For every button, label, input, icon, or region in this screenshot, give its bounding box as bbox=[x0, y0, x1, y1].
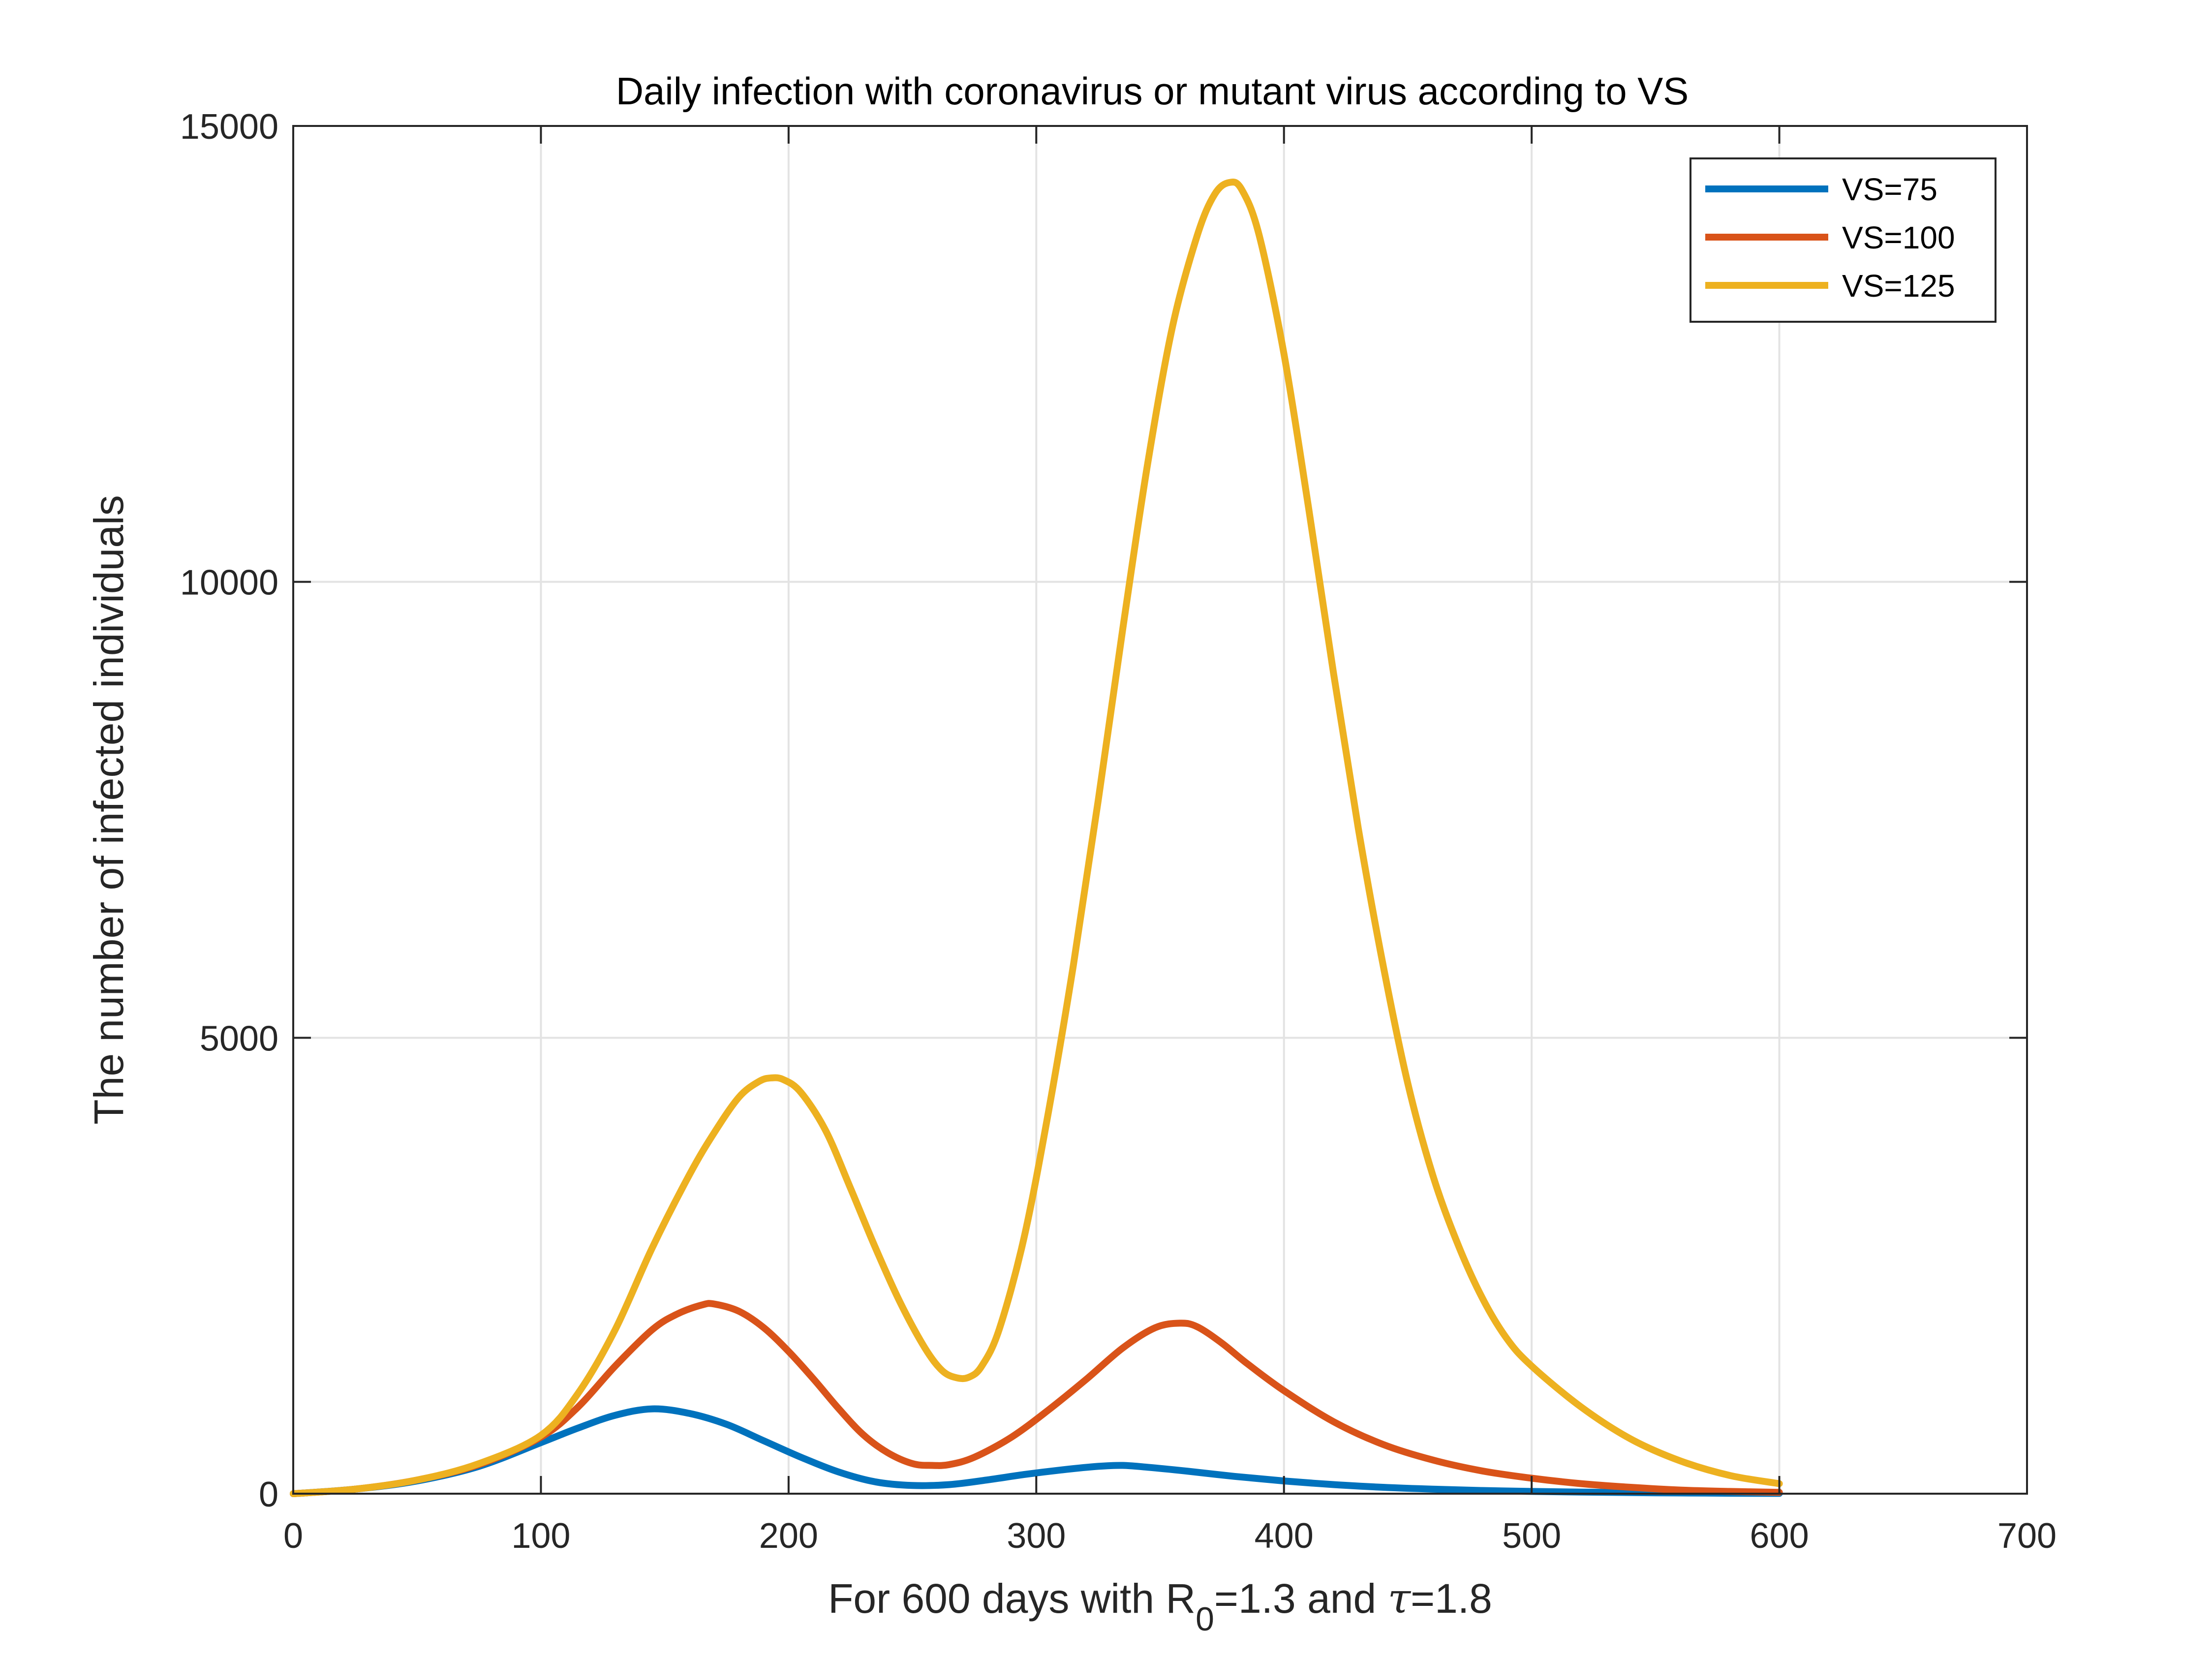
series-layer bbox=[290, 179, 1783, 1497]
x-axis-label-middle: =1.3 and bbox=[1214, 1575, 1388, 1622]
legend-label-2: VS=100 bbox=[1842, 220, 1955, 255]
series-line-2 bbox=[290, 1300, 1783, 1497]
y-axis-label: The number of infected individuals bbox=[86, 495, 132, 1124]
legend-items: VS=75 VS=100 VS=125 bbox=[1705, 172, 1955, 304]
x-tick-label: 700 bbox=[1997, 1516, 2057, 1556]
x-tick-label: 400 bbox=[1255, 1516, 1314, 1556]
chart-title: Daily infection with coronavirus or muta… bbox=[616, 69, 1689, 113]
x-tick-label: 0 bbox=[283, 1516, 303, 1556]
x-axis-label-subscript: 0 bbox=[1196, 1600, 1214, 1638]
y-tick-label: 5000 bbox=[200, 1019, 278, 1058]
x-tick-labels: 0 100 200 300 400 500 600 700 bbox=[283, 1516, 2057, 1556]
x-axis-label-prefix: For 600 days with R bbox=[828, 1575, 1196, 1622]
y-tick-label: 10000 bbox=[180, 563, 278, 603]
x-tick-label: 300 bbox=[1007, 1516, 1066, 1556]
x-tick-label: 200 bbox=[759, 1516, 818, 1556]
x-axis-label-suffix: =1.8 bbox=[1411, 1575, 1492, 1622]
series-line-1 bbox=[290, 1405, 1783, 1497]
legend-label-3: VS=125 bbox=[1842, 268, 1955, 304]
series-line-3 bbox=[290, 179, 1783, 1497]
plot-area bbox=[293, 126, 2027, 1494]
y-tick-label: 0 bbox=[259, 1475, 278, 1514]
y-tick-labels: 0 5000 10000 15000 bbox=[180, 107, 278, 1514]
x-tick-label: 600 bbox=[1750, 1516, 1809, 1556]
y-tick-label: 15000 bbox=[180, 107, 278, 147]
axes-box bbox=[292, 125, 2028, 1495]
x-tick-label: 100 bbox=[511, 1516, 570, 1556]
legend: VS=75 VS=100 VS=125 bbox=[1690, 157, 1997, 323]
legend-label-1: VS=75 bbox=[1842, 172, 1937, 207]
ticks bbox=[292, 125, 2028, 1495]
x-tick-label: 500 bbox=[1502, 1516, 1561, 1556]
x-axis-label-tau: τ bbox=[1388, 1574, 1412, 1623]
x-axis-label: For 600 days with R0=1.3 and τ=1.8 bbox=[828, 1574, 1492, 1638]
